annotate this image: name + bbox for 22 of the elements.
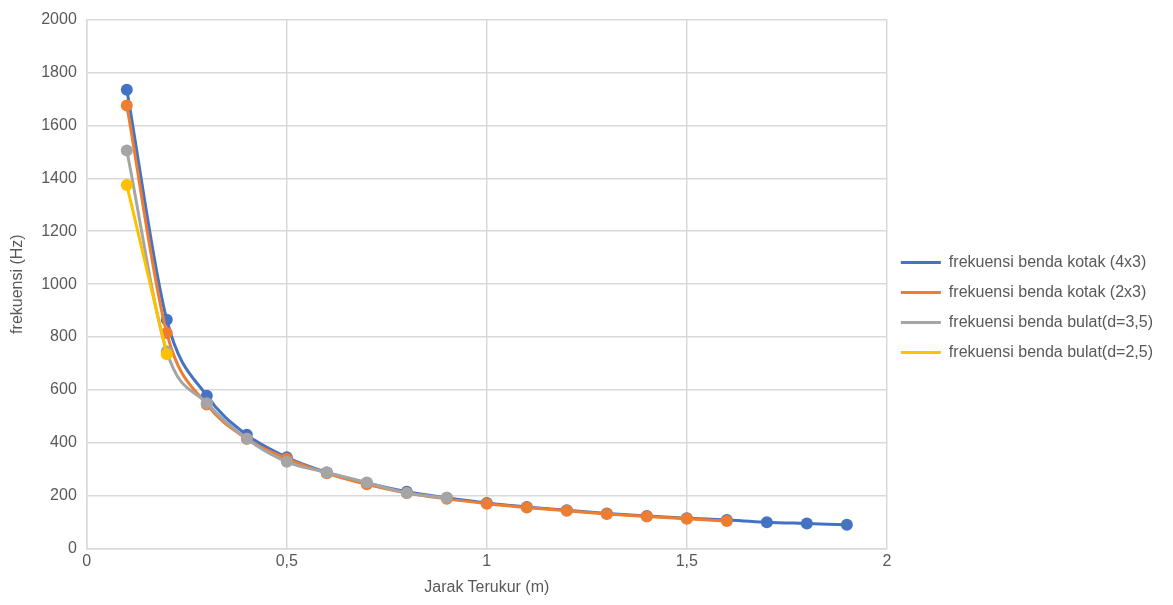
legend-label: frekuensi benda kotak (2x3)	[948, 282, 1147, 300]
y-tick-label: 600	[50, 380, 77, 398]
y-tick-label: 800	[50, 327, 77, 345]
x-tick-label: 2	[882, 551, 892, 569]
y-tick-label: 0	[67, 539, 77, 557]
y-tick-label: 1200	[41, 221, 77, 239]
y-tick-label: 1400	[41, 168, 77, 186]
y-axis-title: frekuensi (Hz)	[8, 234, 26, 334]
y-tick-label: 400	[50, 433, 77, 451]
x-tick-label: 0	[82, 551, 92, 569]
x-tick-label: 1	[482, 551, 492, 569]
y-tick-label: 1800	[41, 62, 77, 80]
legend-label: frekuensi benda bulat(d=3,5)	[948, 312, 1153, 330]
y-tick-label: 200	[50, 486, 77, 504]
y-tick-label: 1600	[41, 115, 77, 133]
x-tick-label: 0,5	[275, 551, 299, 569]
legend-label: frekuensi benda bulat(d=2,5)	[948, 342, 1153, 360]
y-tick-label: 2000	[41, 10, 77, 28]
y-tick-label: 1000	[41, 274, 77, 292]
legend-label: frekuensi benda kotak (4x3)	[948, 252, 1147, 270]
x-tick-label: 1,5	[675, 551, 699, 569]
x-axis-title: Jarak Terukur (m)	[424, 577, 550, 595]
